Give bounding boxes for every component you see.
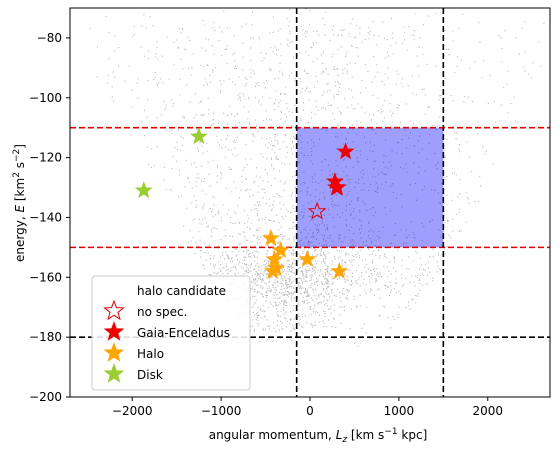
gaia-enceladus-star-0 — [336, 142, 355, 160]
x-axis-label-units-exp: −1 — [384, 427, 397, 437]
legend-label: Halo — [137, 347, 164, 361]
disk-star-0 — [189, 127, 208, 145]
legend-label: Gaia-Enceladus — [137, 326, 230, 340]
y-axis-label-units-exp1: 2 — [12, 172, 22, 178]
y-tick-label: −160 — [29, 270, 62, 284]
x-axis-label: angular momentum, Lz [km s−1 kpc] — [209, 427, 428, 445]
x-axis-label-sub: z — [341, 435, 347, 445]
halo-star-5 — [263, 261, 282, 279]
halo-star-0 — [261, 229, 280, 246]
disk-star-1 — [134, 181, 153, 199]
y-axis-label-units-b: s — [13, 162, 27, 172]
reference-lines — [70, 8, 550, 397]
halo-star-1 — [271, 241, 290, 258]
x-axis-label-units-a: [km s — [347, 428, 384, 442]
x-axis-ticks: −2000 −1000 0 1000 2000 — [112, 397, 503, 418]
y-axis-label-units-a: [km — [13, 178, 27, 205]
y-tick-label: −100 — [29, 91, 62, 105]
y-tick-label: −120 — [29, 151, 62, 165]
x-tick-label: 1000 — [384, 404, 415, 418]
halo-star-6 — [330, 261, 349, 279]
legend-label: Disk — [137, 368, 163, 382]
x-axis-label-units-b: kpc] — [398, 428, 428, 442]
x-tick-label: 2000 — [473, 404, 504, 418]
y-axis-label-units-exp2: −2 — [12, 149, 22, 162]
gaia-enceladus-star-2 — [328, 178, 347, 196]
halo-star-3 — [298, 249, 317, 267]
legend-marker — [103, 363, 125, 383]
x-tick-label: 0 — [306, 404, 314, 418]
legend-marker — [103, 299, 125, 321]
y-axis-label: energy, E [km2 s−2] — [12, 144, 27, 262]
y-tick-label: −80 — [37, 31, 62, 45]
y-tick-label: −200 — [29, 390, 62, 404]
x-axis-label-var: L — [336, 428, 343, 442]
highlighted-stars — [134, 127, 355, 279]
legend-label: halo candidate — [137, 284, 226, 298]
x-axis-label-prefix: angular momentum, — [209, 428, 336, 442]
y-axis-ticks: −200 −180 −160 −140 −120 −100 −80 — [29, 31, 70, 404]
x-tick-label: −2000 — [112, 404, 153, 418]
x-tick-label: −1000 — [201, 404, 242, 418]
y-axis-label-units-c: ] — [13, 144, 27, 149]
plot-area — [70, 8, 550, 397]
y-axis-label-prefix: energy, — [13, 213, 27, 262]
no-spec--star-0 — [307, 201, 327, 220]
legend: halo candidate no spec. Gaia-Enceladus Halo… — [91, 275, 251, 391]
legend-marker — [103, 342, 125, 362]
legend-label: no spec. — [137, 305, 187, 319]
y-tick-label: −140 — [29, 210, 62, 224]
y-tick-label: −180 — [29, 330, 62, 344]
y-axis-label-var: E — [13, 205, 27, 213]
legend-box — [91, 275, 251, 391]
legend-marker — [103, 321, 125, 341]
halo-star-2 — [265, 249, 284, 267]
selection-box — [296, 127, 444, 248]
